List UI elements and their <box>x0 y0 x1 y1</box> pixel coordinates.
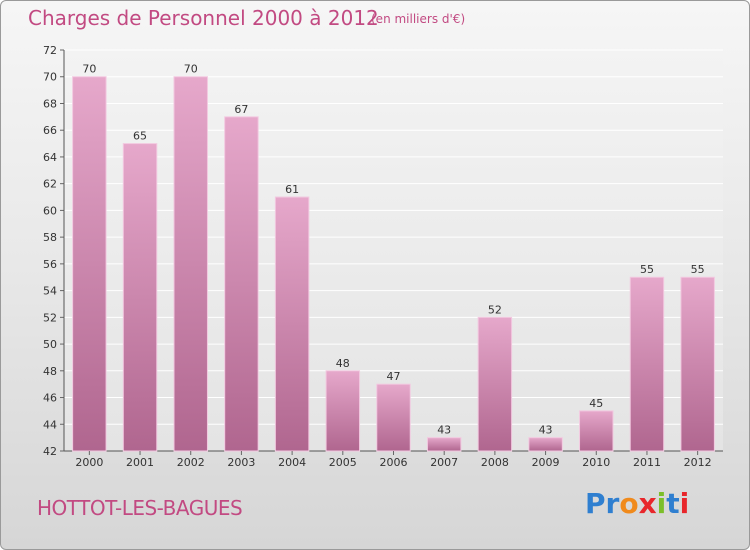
bar <box>122 143 158 452</box>
x-tick-label: 2007 <box>430 456 458 469</box>
bar <box>426 437 462 452</box>
x-tick-label: 2003 <box>227 456 255 469</box>
logo-letter: t <box>666 487 680 520</box>
x-tick-label: 2010 <box>582 456 610 469</box>
bar <box>579 410 614 452</box>
bar <box>173 76 208 452</box>
x-tick-label: 2009 <box>532 456 560 469</box>
y-tick-label: 70 <box>43 71 57 84</box>
y-tick-label: 48 <box>43 365 57 378</box>
logo-letter: i <box>656 487 667 520</box>
bar-chart: 42 44 46 48 50 52 54 56 58 60 62 64 66 68 70 72 70 2000 65… <box>43 44 723 469</box>
x-tick-label: 2002 <box>177 456 205 469</box>
x-tick-label: 2008 <box>481 456 509 469</box>
bar <box>477 316 513 452</box>
data-label: 45 <box>589 397 603 410</box>
proxiti-logo[interactable]: Proxiti <box>585 487 689 520</box>
y-tick-label: 42 <box>43 445 57 458</box>
data-label: 55 <box>691 263 705 276</box>
x-tick-label: 2004 <box>278 456 306 469</box>
chart-subtitle: (en milliers d'€) <box>371 12 466 26</box>
data-label: 48 <box>336 357 350 370</box>
bar <box>274 196 310 452</box>
x-tick-label: 2005 <box>329 456 357 469</box>
bar <box>528 437 563 452</box>
data-label: 70 <box>184 63 198 76</box>
y-tick-label: 72 <box>43 44 57 57</box>
bar <box>325 370 361 452</box>
y-tick-label: 46 <box>43 392 57 405</box>
commune-name: HOTTOT-LES-BAGUES <box>37 496 243 520</box>
logo-letter: r <box>605 487 620 520</box>
logo-letter: x <box>638 487 657 520</box>
y-tick-label: 64 <box>43 151 57 164</box>
logo-letter: o <box>619 487 639 520</box>
logo-letter: P <box>585 487 606 520</box>
data-label: 52 <box>488 303 502 316</box>
bar <box>629 276 665 452</box>
bar <box>376 383 411 452</box>
x-tick-label: 2012 <box>684 456 712 469</box>
data-label: 43 <box>437 424 451 437</box>
y-tick-label: 60 <box>43 204 57 217</box>
data-label: 65 <box>133 130 147 143</box>
y-tick-label: 66 <box>43 124 57 137</box>
data-label: 67 <box>234 103 248 116</box>
y-tick-label: 68 <box>43 97 57 110</box>
data-label: 61 <box>285 183 299 196</box>
x-tick-label: 2001 <box>126 456 154 469</box>
y-tick-label: 50 <box>43 338 57 351</box>
x-tick-label: 2000 <box>75 456 103 469</box>
bar <box>680 276 715 452</box>
logo-letter: i <box>679 487 690 520</box>
bar <box>224 116 259 452</box>
y-tick-label: 44 <box>43 418 57 431</box>
y-tick-label: 52 <box>43 311 57 324</box>
x-tick-label: 2006 <box>380 456 408 469</box>
data-label: 43 <box>539 424 553 437</box>
chart-title: Charges de Personnel 2000 à 2012 <box>28 6 379 30</box>
y-tick-label: 62 <box>43 178 57 191</box>
y-tick-label: 54 <box>43 285 57 298</box>
data-label: 70 <box>82 63 96 76</box>
bar <box>72 76 107 452</box>
y-tick-label: 56 <box>43 258 57 271</box>
data-label: 47 <box>387 370 401 383</box>
y-tick-label: 58 <box>43 231 57 244</box>
x-tick-label: 2011 <box>633 456 661 469</box>
data-label: 55 <box>640 263 654 276</box>
